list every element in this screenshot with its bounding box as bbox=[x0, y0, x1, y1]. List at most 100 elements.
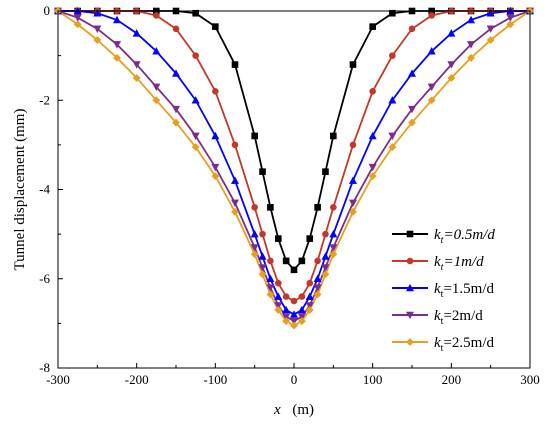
data-point bbox=[506, 14, 515, 22]
data-point bbox=[428, 12, 435, 19]
data-point bbox=[282, 313, 291, 321]
data-point bbox=[408, 118, 416, 127]
data-point bbox=[298, 257, 306, 265]
data-point bbox=[152, 47, 161, 55]
data-point bbox=[73, 20, 82, 29]
data-point bbox=[231, 207, 239, 216]
data-point bbox=[282, 305, 291, 314]
data-point bbox=[407, 105, 417, 114]
data-point bbox=[407, 69, 417, 77]
data-point bbox=[191, 143, 200, 152]
data-point bbox=[289, 310, 299, 318]
data-point bbox=[192, 52, 199, 59]
data-point bbox=[267, 204, 274, 211]
data-point bbox=[388, 132, 397, 141]
data-point bbox=[466, 41, 476, 49]
data-point bbox=[258, 252, 267, 260]
x-tick-label: -200 bbox=[125, 372, 149, 387]
data-point bbox=[406, 230, 414, 238]
data-point bbox=[112, 15, 122, 24]
legend-label: kt=1.5m/d bbox=[434, 281, 494, 300]
data-point bbox=[329, 229, 338, 238]
data-point bbox=[330, 204, 337, 211]
data-point bbox=[211, 131, 220, 140]
data-point bbox=[153, 12, 160, 19]
data-point bbox=[486, 36, 495, 44]
data-point bbox=[321, 270, 330, 279]
data-point bbox=[172, 118, 180, 127]
data-point bbox=[93, 25, 102, 33]
data-point bbox=[282, 257, 290, 265]
data-point bbox=[321, 264, 330, 272]
data-point bbox=[132, 29, 141, 37]
data-point bbox=[250, 244, 259, 252]
legend-value: =0.5m/d bbox=[443, 227, 495, 243]
data-point bbox=[322, 168, 329, 175]
data-point bbox=[298, 293, 306, 300]
data-point bbox=[230, 199, 240, 208]
data-point bbox=[486, 25, 495, 33]
data-point bbox=[368, 172, 377, 181]
legend-k: k bbox=[434, 227, 441, 243]
legend-label: kt=2m/d bbox=[434, 308, 483, 327]
data-point bbox=[427, 83, 436, 91]
data-point bbox=[369, 23, 376, 30]
data-point bbox=[266, 274, 275, 283]
data-point bbox=[282, 293, 290, 300]
legend-subscript: t bbox=[441, 343, 444, 354]
legend-k: k bbox=[434, 254, 441, 270]
data-point bbox=[113, 53, 121, 62]
axes: -300 -200 -100 0 100 200 300 0 -2 -4 -6 -8 bbox=[39, 3, 540, 387]
x-axis-title: x (m) bbox=[273, 402, 314, 418]
data-point bbox=[349, 61, 357, 68]
data-point bbox=[466, 15, 476, 24]
data-point bbox=[211, 172, 220, 181]
data-point bbox=[348, 199, 358, 208]
legend-value: =2.5m/d bbox=[443, 335, 494, 351]
data-point bbox=[274, 302, 283, 310]
legend-label: kt=1m/d bbox=[434, 254, 484, 273]
data-point bbox=[251, 204, 258, 211]
data-point bbox=[306, 279, 314, 287]
data-point bbox=[427, 96, 436, 105]
data-point bbox=[313, 284, 322, 292]
data-point bbox=[447, 61, 456, 69]
data-point bbox=[211, 163, 220, 172]
data-point bbox=[447, 29, 456, 37]
data-point bbox=[305, 306, 314, 314]
data-point bbox=[388, 96, 397, 104]
data-point bbox=[132, 61, 141, 69]
data-point bbox=[152, 96, 161, 105]
x-tick-label: 300 bbox=[520, 372, 540, 387]
legend-value: =1.5m/d bbox=[443, 281, 494, 297]
y-tick-label: 0 bbox=[44, 3, 51, 18]
data-point bbox=[305, 292, 314, 300]
data-point bbox=[212, 88, 219, 95]
data-point bbox=[290, 321, 298, 330]
data-point bbox=[297, 313, 306, 321]
data-point bbox=[406, 257, 414, 265]
data-point bbox=[388, 143, 397, 152]
data-point bbox=[405, 311, 415, 320]
data-point bbox=[290, 266, 298, 274]
data-point bbox=[486, 9, 495, 17]
legend-subscript: t bbox=[441, 235, 444, 246]
data-point bbox=[368, 163, 377, 172]
legend-k: k bbox=[434, 335, 441, 351]
data-point bbox=[389, 9, 396, 17]
data-point bbox=[348, 176, 358, 184]
data-point bbox=[231, 141, 239, 149]
data-point bbox=[212, 23, 219, 30]
y-tick-label: -8 bbox=[39, 360, 50, 375]
data-point bbox=[297, 317, 306, 326]
series-line bbox=[57, 10, 531, 327]
data-point bbox=[406, 338, 414, 346]
data-point bbox=[93, 36, 102, 44]
data-point bbox=[266, 284, 275, 292]
legend-value: =2m/d bbox=[443, 308, 483, 324]
x-tick-label: -300 bbox=[46, 372, 70, 387]
y-axis-title: Tunnel displacement (mm) bbox=[12, 109, 28, 271]
data-point bbox=[191, 132, 200, 141]
y-tick-label: -2 bbox=[39, 92, 50, 107]
